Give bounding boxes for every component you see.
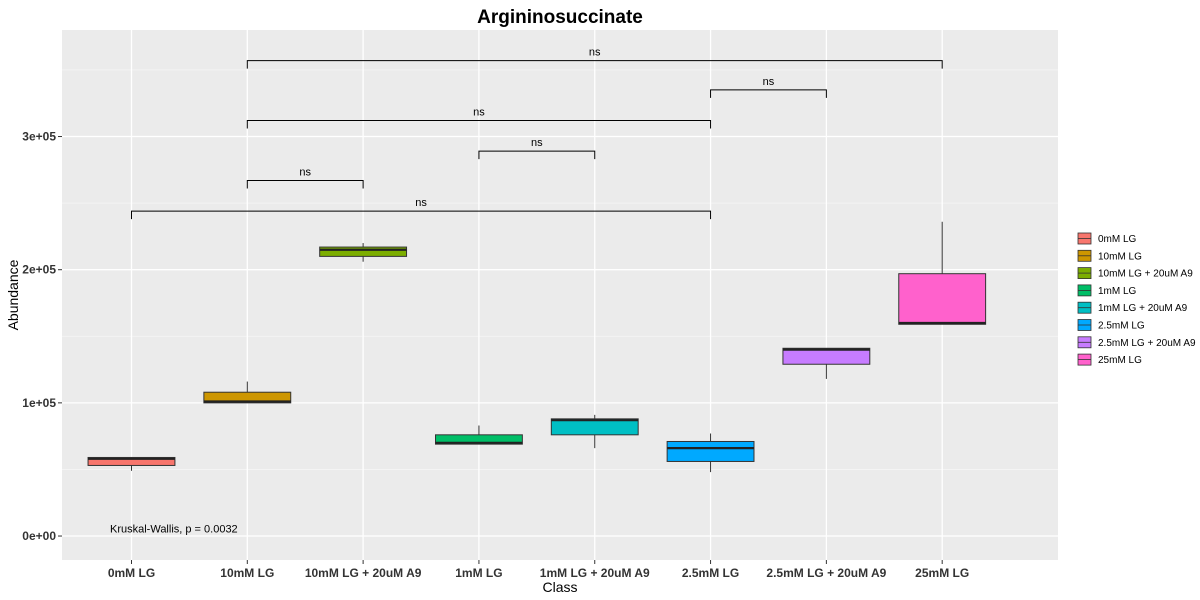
kruskal-wallis-annotation: Kruskal-Wallis, p = 0.0032 (110, 523, 238, 535)
bracket-label: ns (763, 76, 775, 88)
bracket-line (478, 150, 596, 160)
y-axis-title: Abundance (5, 259, 21, 330)
bracket-line (710, 89, 827, 98)
chart-title: Argininosuccinate (477, 7, 643, 28)
bracket-line (130, 210, 712, 220)
legend-item: 10mM LG + 20uM A9 (1077, 267, 1193, 280)
bracket-line (246, 120, 712, 129)
legend: 0mM LG 10mM LG 10mM LG + 20uM A9 1mM LG 1mM … (1077, 232, 1196, 366)
boxes (87, 221, 987, 473)
box-body (203, 391, 292, 404)
box-body (666, 440, 755, 462)
grid-minor (62, 69, 1058, 470)
x-tick-label: 1mM LG (455, 566, 502, 580)
box-7 (782, 347, 871, 379)
bracket-line (246, 60, 943, 69)
comparison-bracket: ns (246, 166, 364, 189)
legend-label: 1mM LG + 20uM A9 (1098, 303, 1188, 314)
x-tick-label: 2.5mM LG + 20uM A9 (766, 566, 886, 580)
legend-label: 2.5mM LG (1098, 321, 1145, 332)
legend-label: 2.5mM LG + 20uM A9 (1098, 338, 1196, 349)
legend-item: 2.5mM LG (1077, 319, 1145, 332)
bracket-label: ns (531, 137, 543, 149)
comparison-bracket: ns (246, 107, 712, 129)
box-body (898, 273, 987, 325)
x-tick-label: 0mM LG (108, 566, 155, 580)
x-axis-title: Class (542, 579, 577, 595)
x-axis: 0mM LG 10mM LG 10mM LG + 20uM A9 1mM LG 1mM … (108, 560, 969, 580)
plot-panel (62, 30, 1058, 560)
legend-item: 25mM LG (1077, 353, 1142, 366)
x-tick-label: 1mM LG + 20uM A9 (540, 566, 650, 580)
box-body (319, 246, 408, 257)
legend-label: 25mM LG (1098, 355, 1142, 366)
legend-item: 1mM LG + 20uM A9 (1077, 301, 1188, 314)
y-tick-label: 1e+05 (22, 396, 56, 410)
box-2 (203, 381, 292, 404)
x-tick-label: 10mM LG (220, 566, 274, 580)
box-body (550, 418, 639, 436)
bracket-label: ns (299, 166, 311, 178)
legend-label: 10mM LG (1098, 251, 1142, 262)
box-1 (87, 456, 176, 471)
bracket-label: ns (589, 47, 601, 59)
legend-item: 2.5mM LG + 20uM A9 (1077, 336, 1196, 349)
y-axis: 0e+00 1e+05 2e+05 3e+05 (22, 130, 62, 543)
comparison-bracket: ns (710, 76, 827, 98)
legend-item: 0mM LG (1077, 232, 1137, 245)
legend-label: 1mM LG (1098, 286, 1137, 297)
y-tick-label: 2e+05 (22, 263, 56, 277)
box-4 (435, 425, 523, 445)
legend-label: 10mM LG + 20uM A9 (1098, 269, 1193, 280)
box-body (435, 434, 523, 445)
bracket-label: ns (415, 197, 427, 209)
grid-major (62, 30, 1058, 560)
x-tick-label: 25mM LG (915, 566, 969, 580)
x-tick-label: 2.5mM LG (682, 566, 739, 580)
comparison-brackets: ns ns ns ns ns ns (130, 47, 943, 220)
legend-item: 1mM LG (1077, 284, 1137, 297)
y-tick-label: 0e+00 (22, 529, 56, 543)
y-tick-label: 3e+05 (22, 130, 56, 144)
legend-item: 10mM LG (1077, 249, 1142, 262)
comparison-bracket: ns (130, 197, 712, 220)
box-8 (898, 221, 987, 325)
box-3 (319, 243, 408, 262)
box-6 (666, 433, 755, 473)
box-5 (550, 414, 639, 449)
comparison-bracket: ns (246, 47, 943, 69)
comparison-bracket: ns (478, 137, 596, 160)
legend-label: 0mM LG (1098, 234, 1137, 245)
x-tick-label: 10mM LG + 20uM A9 (305, 566, 422, 580)
box-body (87, 456, 176, 466)
box-body (782, 347, 871, 365)
bracket-label: ns (473, 107, 485, 119)
bracket-line (246, 179, 364, 189)
